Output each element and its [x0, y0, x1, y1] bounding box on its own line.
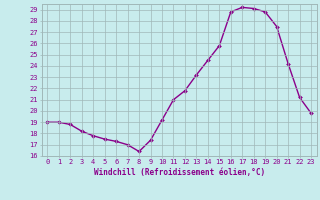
X-axis label: Windchill (Refroidissement éolien,°C): Windchill (Refroidissement éolien,°C) — [94, 168, 265, 177]
